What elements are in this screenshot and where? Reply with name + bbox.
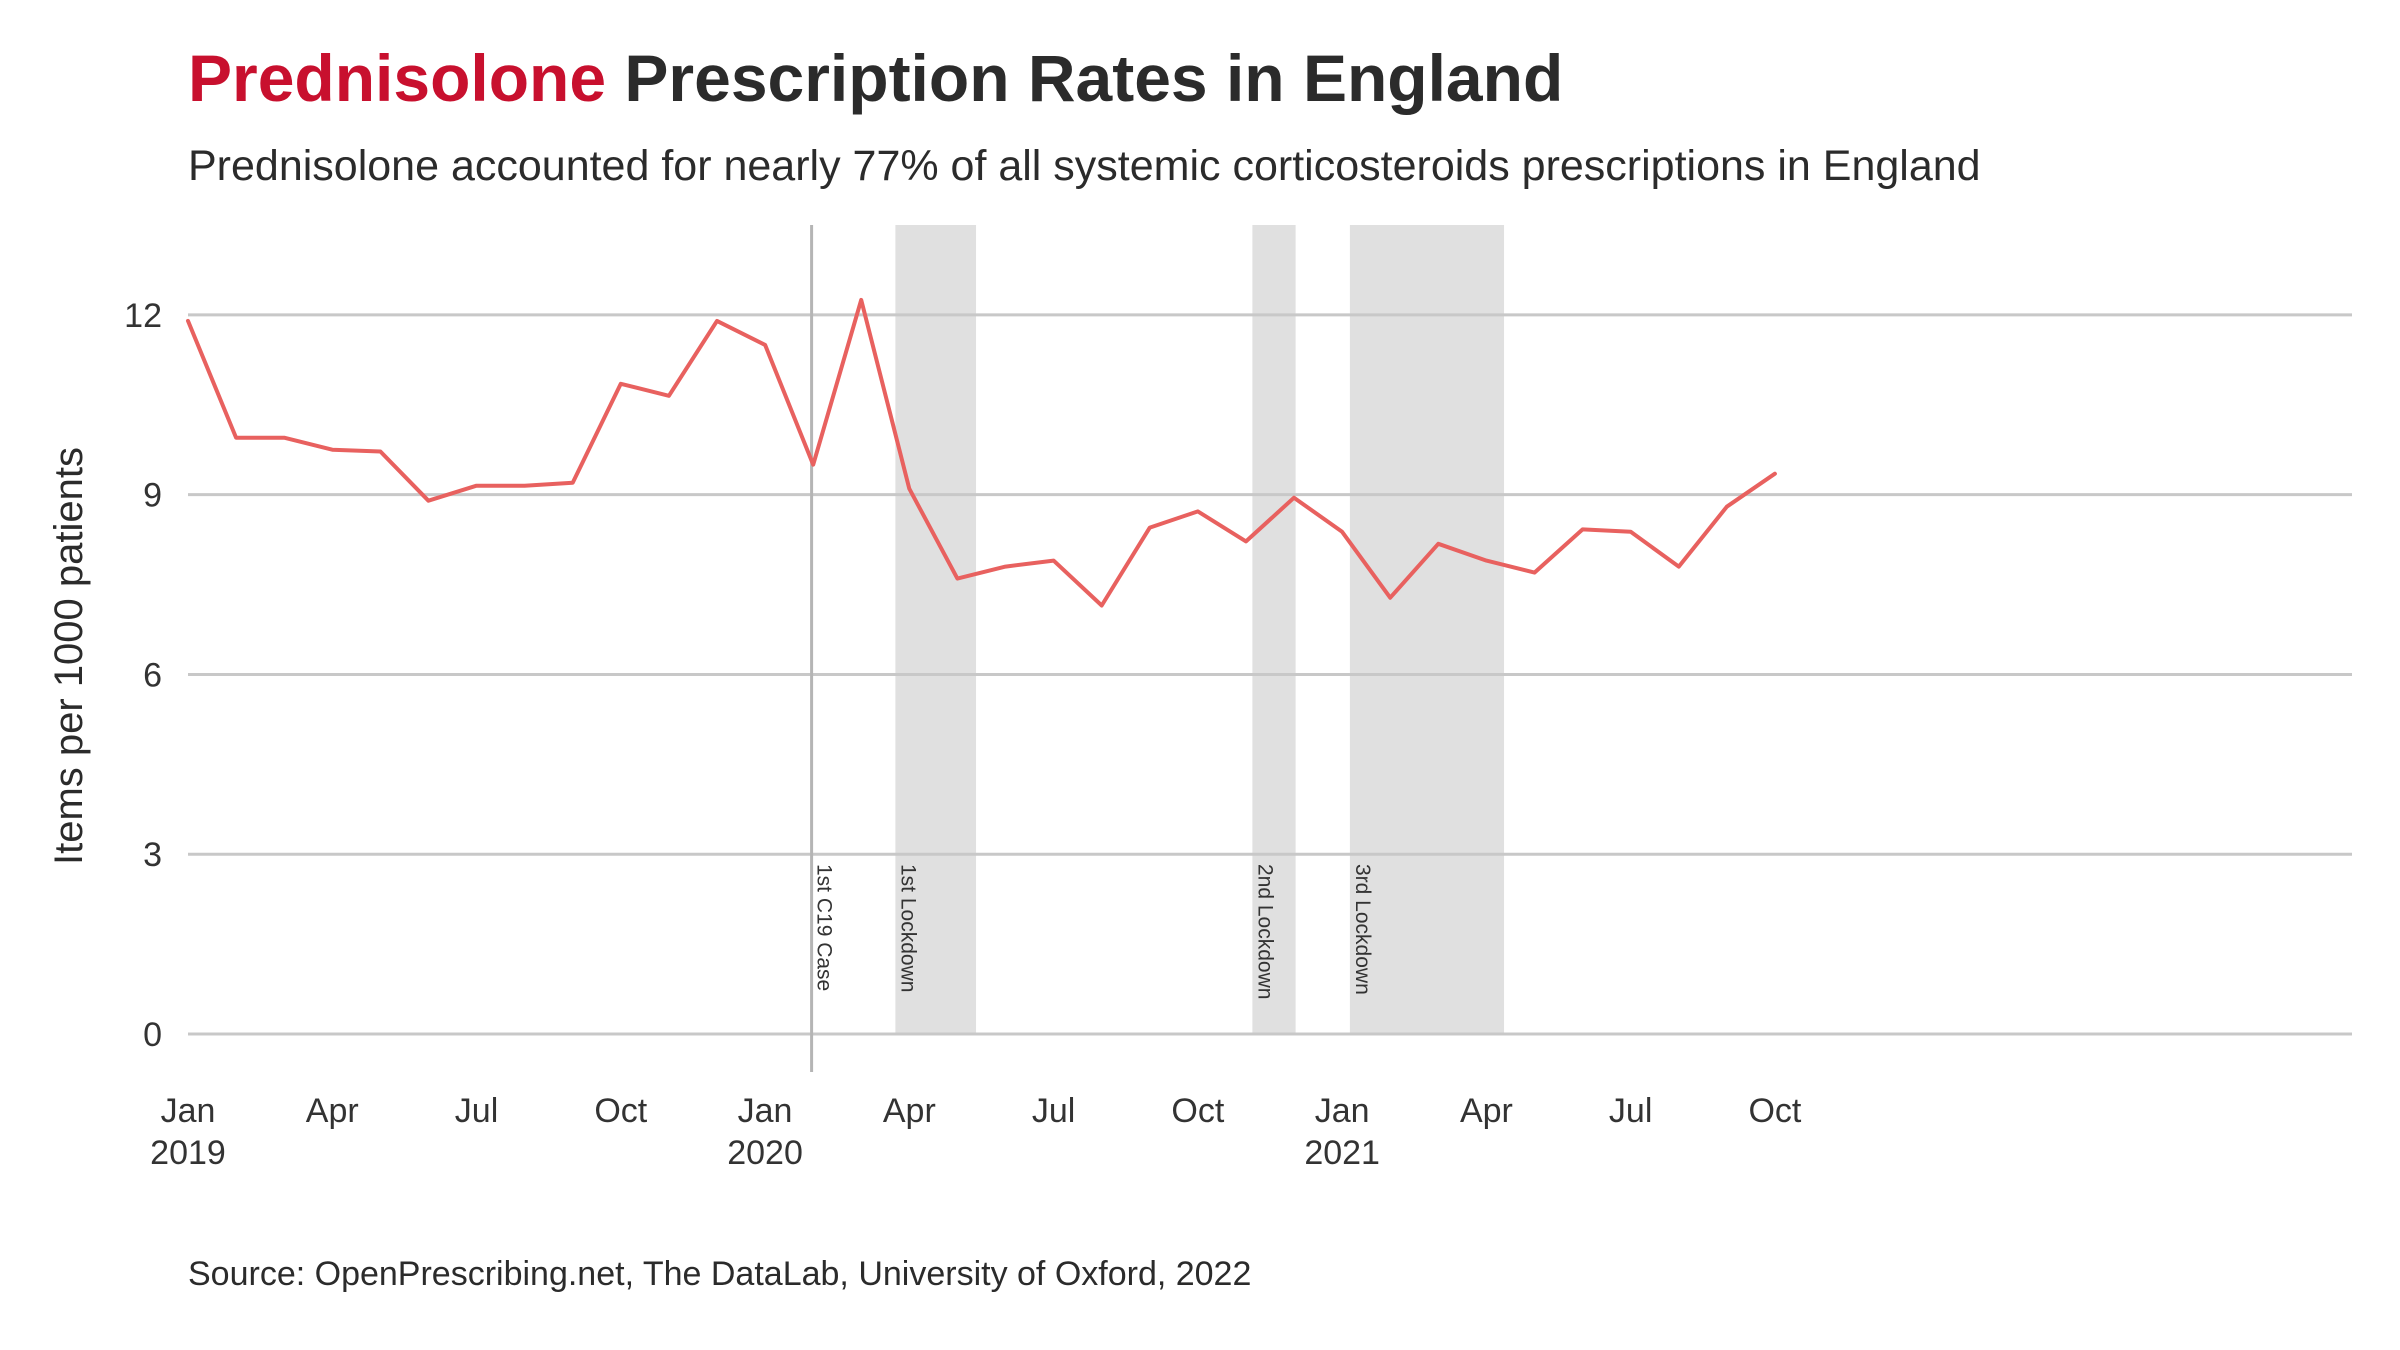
x-axis-ticks: Jan 2019 Apr Jul Oct Jan 2020 Apr Jul Oct Jan 2021 A… (150, 1092, 1802, 1172)
y-tick-label: 12 (124, 297, 162, 335)
series-lines (186, 297, 1777, 608)
x-tick-label: Oct (1748, 1092, 1801, 1130)
x-tick-label: Jan (1315, 1092, 1370, 1130)
x-tick-label: Apr (1460, 1092, 1513, 1130)
x-tick-year-label: 2021 (1304, 1134, 1380, 1172)
y-tick-label: 0 (143, 1016, 162, 1054)
x-tick-label: Oct (1171, 1092, 1224, 1130)
event-label: 1st C19 Case (813, 864, 836, 991)
y-tick-label: 9 (143, 477, 162, 515)
chart-title-highlight: Prednisolone (188, 41, 607, 115)
x-tick-label: Apr (306, 1092, 359, 1130)
event-label: 3rd Lockdown (1351, 864, 1374, 995)
x-tick-year-label: 2019 (150, 1134, 226, 1172)
event-label: 1st Lockdown (896, 864, 919, 992)
lockdown-band (1252, 225, 1296, 1034)
x-tick-label: Apr (883, 1092, 936, 1130)
gridlines (188, 313, 2352, 1036)
y-axis-ticks: 0 3 6 9 12 (124, 297, 162, 1054)
lockdown-bands (895, 225, 1505, 1034)
x-tick-label: Jan (161, 1092, 216, 1130)
chart-title-rest: Prescription Rates in England (606, 41, 1564, 115)
x-tick-label: Oct (594, 1092, 647, 1130)
x-tick-label: Jan (738, 1092, 793, 1130)
x-tick-label: Jul (455, 1092, 498, 1130)
y-tick-label: 6 (143, 656, 162, 694)
event-labels: 1st C19 Case 1st Lockdown 2nd Lockdown 3rd … (813, 864, 1374, 999)
lockdown-band (895, 225, 977, 1034)
x-tick-label: Jul (1609, 1092, 1652, 1130)
chart-subtitle: Prednisolone accounted for nearly 77% of… (188, 142, 1981, 190)
lockdown-band (1349, 225, 1505, 1034)
chart-title: Prednisolone Prescription Rates in Engla… (188, 40, 1563, 116)
y-axis-label: Items per 1000 patients (47, 447, 91, 865)
x-tick-label: Jul (1032, 1092, 1075, 1130)
series-line (186, 297, 1777, 608)
source-caption: Source: OpenPrescribing.net, The DataLab… (188, 1255, 1252, 1293)
event-label: 2nd Lockdown (1253, 864, 1276, 999)
y-tick-label: 3 (143, 836, 162, 874)
x-tick-year-label: 2020 (727, 1134, 803, 1172)
